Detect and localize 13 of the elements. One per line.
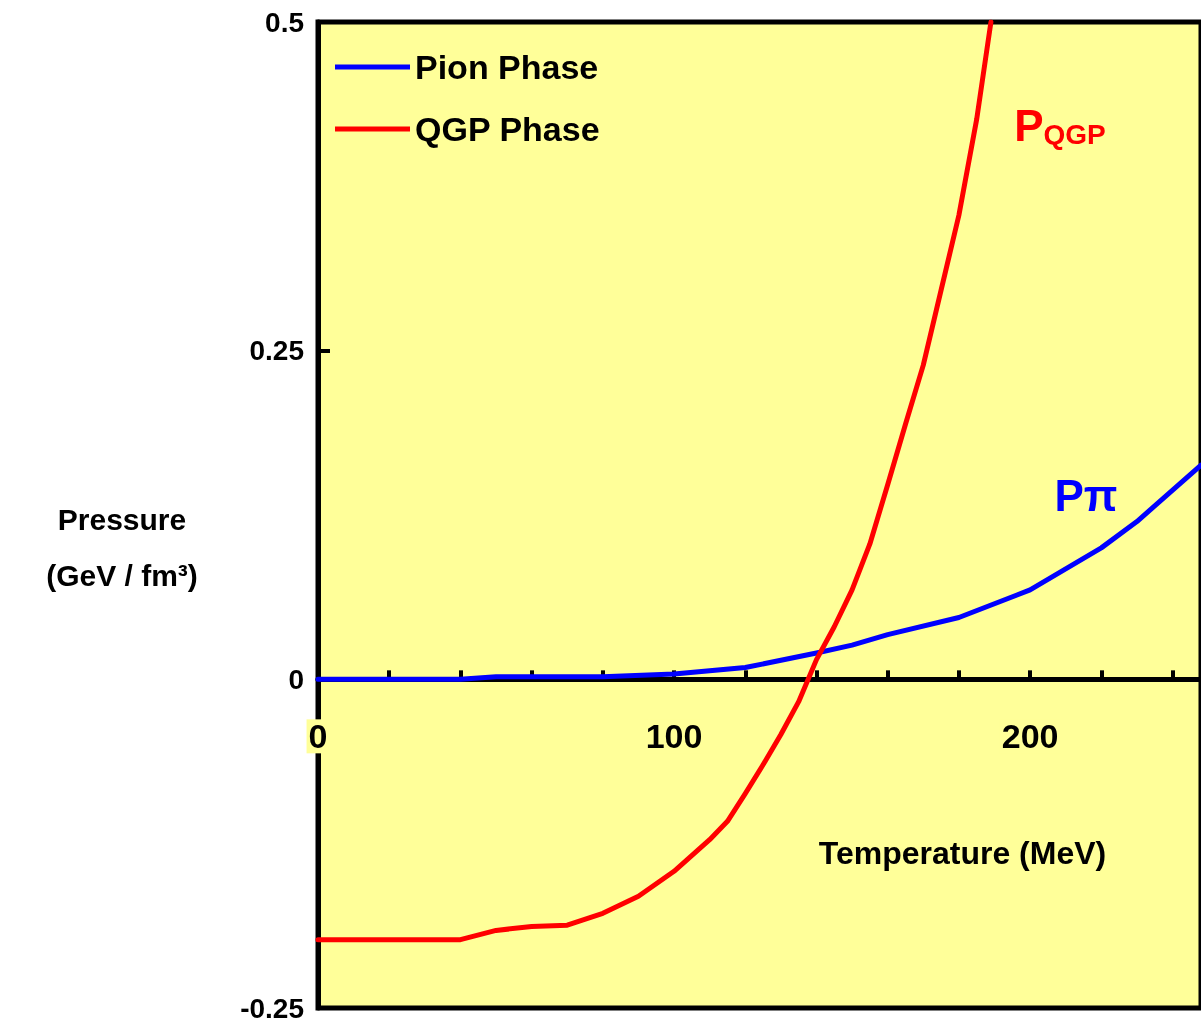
y-tick-label: 0 [288,663,304,695]
x-axis-title: Temperature (MeV) [818,834,1107,871]
annotation: Pπ [1054,470,1118,520]
x-tick-label: 200 [1001,717,1059,756]
x-tick-label: 0 [308,717,328,756]
legend-label: QGP Phase [415,110,600,148]
y-tick-label: 0.25 [249,335,304,367]
y-tick-label: 0.5 [265,6,304,38]
x-tick-label: 100 [645,717,703,756]
legend-label: Pion Phase [415,48,599,86]
y-axis-title: Pressure (GeV / fm³) [46,503,198,593]
annotation: PQGP [1014,100,1106,150]
y-tick-label: -0.25 [240,992,304,1024]
